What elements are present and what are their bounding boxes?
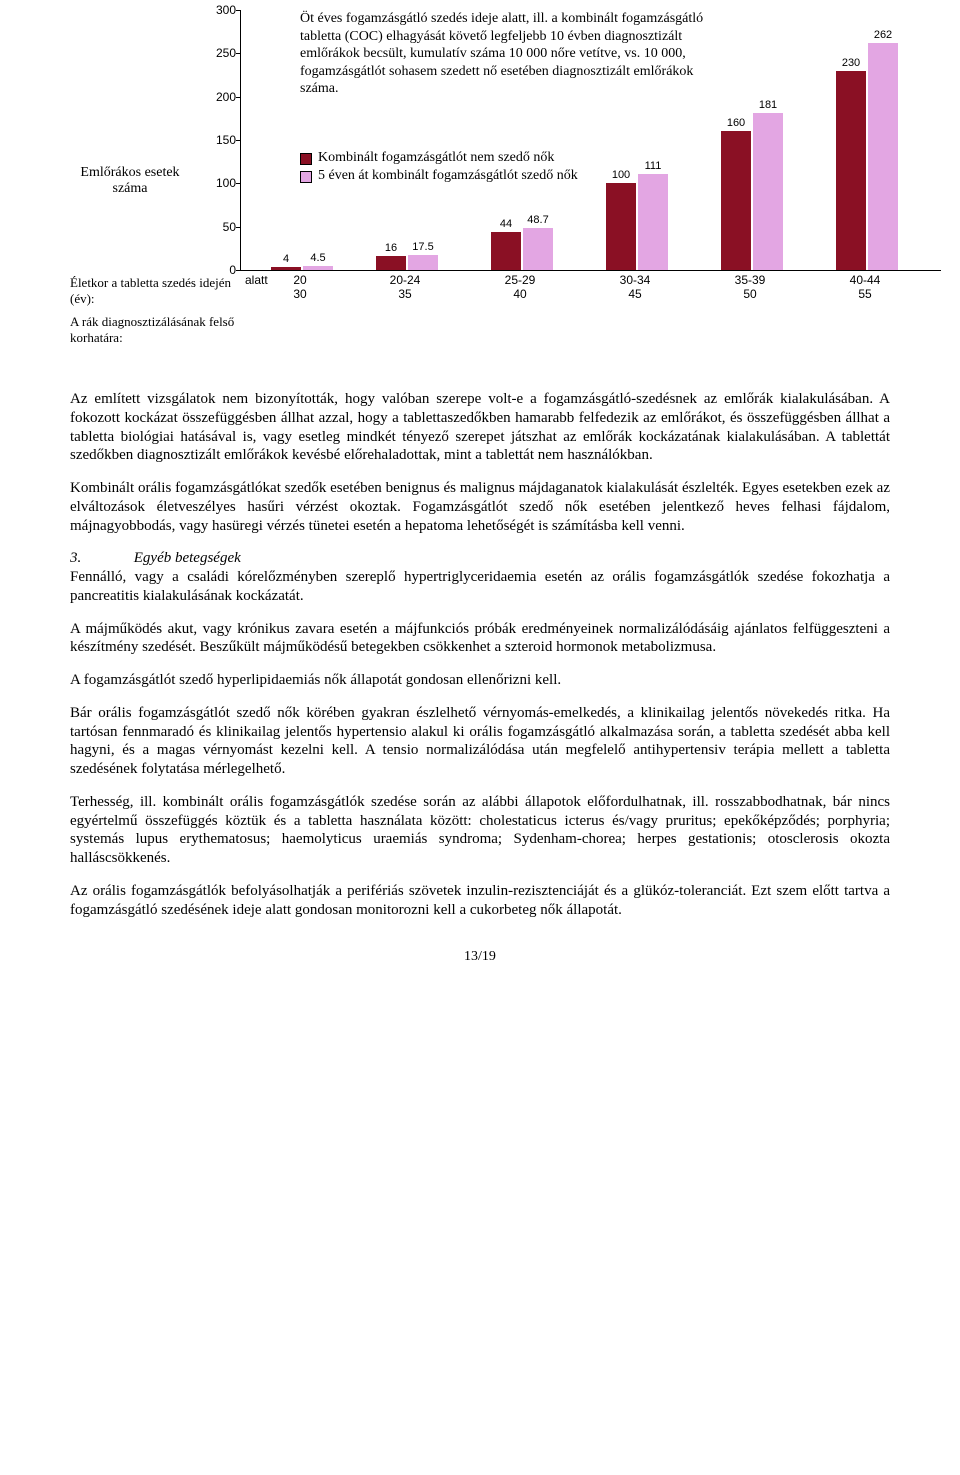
x-tick-top-label: 25-29 [480,273,560,287]
bar-group: 160181 [721,113,783,270]
bar-value-label: 4.5 [310,252,325,264]
chart-region: Emlőrákos esetek száma Öt éves fogamzásg… [70,10,890,350]
section-3-heading: 3. Egyéb betegségek [70,549,890,568]
bar-value-label: 100 [612,169,630,181]
y-tick-label: 300 [201,4,236,16]
y-axis-title: Emlőrákos esetek száma [70,165,190,197]
bar-value-label: 181 [759,99,777,111]
page-number: 13/19 [70,949,890,965]
chart-plot-area: 05010015020025030044.51617.54448.7100111… [240,10,941,271]
x-tick-top-label: 35-39 [710,273,790,287]
bar-value-label: 16 [385,242,397,254]
y-tick-label: 50 [201,221,236,233]
paragraph-8: Az orális fogamzásgátlók befolyásolhatjá… [70,882,890,920]
section-title: Egyéb betegségek [134,550,241,566]
x-tick-bottom-label: 45 [595,287,675,301]
y-tick-label: 100 [201,177,236,189]
bar-value-label: 262 [874,29,892,41]
x-tick-bottom-label: 30 [260,287,340,301]
paragraph-3: Fennálló, vagy a családi kórelőzményben … [70,568,890,606]
bar-value-label: 230 [842,57,860,69]
x-axis-titles: Életkor a tabletta szedés idején (év): A… [70,275,250,346]
paragraph-7: Terhesség, ill. kombinált orális fogamzá… [70,793,890,868]
bar: 181 [753,113,783,270]
bar-value-label: 111 [645,160,662,172]
bar-group: 44.5 [271,266,333,270]
bar: 100 [606,183,636,270]
section-number: 3. [70,549,130,568]
x-tick-group: 2030 [260,273,340,301]
x-tick-bottom-label: 40 [480,287,560,301]
paragraph-4: A májműködés akut, vagy krónikus zavara … [70,620,890,658]
bar-value-label: 17.5 [412,241,433,253]
y-tick-label: 250 [201,47,236,59]
bar-group: 100111 [606,174,668,270]
x-tick-top-label: 30-34 [595,273,675,287]
x-tick-group: 25-2940 [480,273,560,301]
x-first-prefix: alatt [245,273,268,287]
x-tick-bottom-label: 55 [825,287,905,301]
bar: 44 [491,232,521,270]
x-axis-title-2: A rák diagnosztizálásának felső korhatár… [70,314,250,347]
bar: 17.5 [408,255,438,270]
bar: 160 [721,131,751,270]
bar: 262 [868,43,898,270]
y-tick-label: 200 [201,91,236,103]
x-tick-bottom-label: 50 [710,287,790,301]
paragraph-6: Bár orális fogamzásgátlót szedő nők köré… [70,704,890,779]
bar: 230 [836,71,866,270]
x-axis-title-1: Életkor a tabletta szedés idején (év): [70,275,250,308]
bar-group: 4448.7 [491,228,553,270]
x-tick-top-label: 40-44 [825,273,905,287]
bar-value-label: 4 [283,253,289,265]
bar: 4 [271,267,301,270]
x-tick-top-label: 20-24 [365,273,445,287]
bar-value-label: 48.7 [527,214,548,226]
y-tick-label: 150 [201,134,236,146]
x-tick-bottom-label: 35 [365,287,445,301]
document-body: Az említett vizsgálatok nem bizonyítottá… [70,390,890,919]
x-tick-group: 40-4455 [825,273,905,301]
bar: 4.5 [303,266,333,270]
bar: 111 [638,174,668,270]
bar-value-label: 44 [500,218,512,230]
x-tick-group: 30-3445 [595,273,675,301]
x-tick-group: 20-2435 [365,273,445,301]
bar: 48.7 [523,228,553,270]
bar-group: 1617.5 [376,255,438,270]
paragraph-1: Az említett vizsgálatok nem bizonyítottá… [70,390,890,465]
paragraph-5: A fogamzásgátlót szedő hyperlipidaemiás … [70,671,890,690]
x-tick-top-label: 20 [260,273,340,287]
bar-value-label: 160 [727,117,745,129]
paragraph-2: Kombinált orális fogamzásgátlókat szedők… [70,479,890,535]
bar: 16 [376,256,406,270]
x-tick-group: 35-3950 [710,273,790,301]
bar-group: 230262 [836,43,898,270]
